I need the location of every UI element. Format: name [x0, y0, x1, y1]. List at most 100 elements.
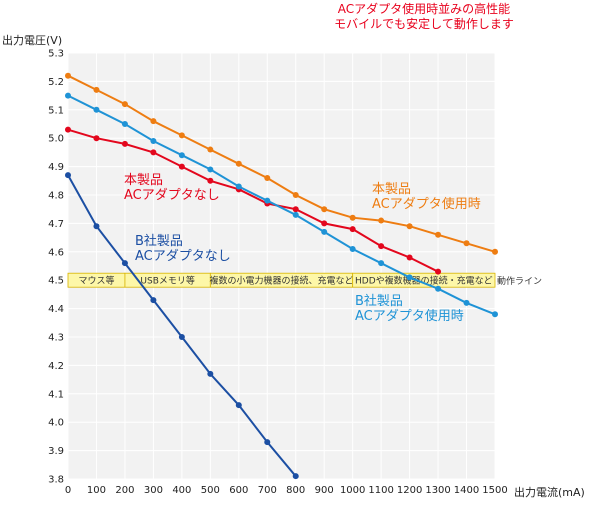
y-tick-label: 4.9 [48, 162, 64, 173]
x-tick-label: 400 [172, 485, 191, 496]
x-tick-label: 1400 [454, 485, 479, 496]
data-point [435, 285, 442, 292]
header-line-2: モバイルでも安定して動作します [334, 16, 514, 31]
data-point [406, 274, 413, 281]
series-label: ACアダプタなし [124, 188, 220, 203]
data-point [406, 254, 413, 261]
data-point [207, 166, 214, 173]
data-point [207, 177, 214, 184]
data-point [292, 473, 299, 480]
header-line-1: ACアダプタ使用時並みの高性能 [338, 1, 510, 16]
data-point [65, 72, 71, 79]
data-point [235, 160, 242, 167]
data-point [121, 140, 128, 147]
data-point [292, 192, 299, 198]
data-point [121, 121, 128, 127]
y-tick-label: 5.1 [48, 105, 64, 116]
data-point [65, 172, 71, 179]
x-tick-label: 1500 [482, 485, 507, 496]
x-axis-title: 出力電流(mA) [514, 485, 585, 499]
data-point [207, 370, 214, 377]
data-point [150, 149, 157, 156]
y-tick-label: 4.7 [48, 219, 64, 230]
x-tick-label: 0 [65, 485, 71, 496]
data-point [93, 223, 100, 230]
data-point [378, 260, 385, 267]
data-point [349, 226, 356, 233]
x-tick-label: 200 [115, 485, 134, 496]
series-label: B社製品 [135, 233, 183, 249]
series-line [67, 94, 496, 316]
x-tick-label: 1100 [368, 485, 393, 496]
data-point [93, 106, 100, 113]
data-point [492, 311, 498, 318]
series-line [67, 128, 439, 273]
data-point [349, 214, 356, 221]
operating-line-label: 動作ライン [497, 275, 542, 287]
data-point [492, 248, 498, 255]
data-point [321, 206, 328, 213]
data-point [150, 118, 157, 125]
operating-zone-label: USBメモリ等 [140, 275, 194, 287]
y-tick-label: 3.8 [48, 475, 64, 486]
data-point [463, 240, 470, 247]
y-tick-label: 5.2 [48, 77, 64, 88]
data-point [207, 146, 214, 153]
data-point [264, 197, 271, 204]
x-tick-label: 700 [258, 485, 277, 496]
x-tick-label: 100 [87, 485, 106, 496]
y-tick-label: 5.0 [48, 134, 64, 145]
y-tick-label: 5.3 [48, 49, 64, 60]
plot-background [68, 53, 495, 479]
y-tick-label: 4.8 [48, 191, 64, 202]
series-label: B社製品 [355, 293, 403, 309]
data-point [178, 152, 185, 159]
y-tick-label: 4.4 [48, 304, 64, 315]
data-point [321, 228, 328, 235]
data-point [65, 92, 71, 99]
data-point [178, 334, 185, 340]
data-point [121, 260, 128, 267]
data-point [264, 174, 271, 181]
data-point [93, 86, 100, 93]
y-tick-label: 4.5 [48, 276, 64, 287]
data-point [178, 132, 185, 139]
data-point [235, 183, 242, 190]
x-tick-label: 600 [229, 485, 248, 496]
operating-zone-label: 複数の小電力機器の接続、充電など [209, 275, 353, 287]
x-tick-label: 1200 [397, 485, 422, 496]
series-line [67, 74, 496, 253]
y-tick-label: 4.3 [48, 333, 64, 344]
data-point [150, 297, 157, 304]
data-point [406, 223, 413, 230]
data-point [235, 402, 242, 409]
x-tick-label: 900 [315, 485, 334, 496]
y-tick-label: 3.9 [48, 446, 64, 457]
data-point [349, 245, 356, 252]
data-point [378, 217, 385, 224]
data-point [178, 163, 185, 170]
data-point [150, 138, 157, 145]
x-tick-label: 500 [201, 485, 220, 496]
x-tick-label: 300 [144, 485, 163, 496]
y-tick-label: 4.0 [48, 418, 64, 429]
x-tick-label: 1300 [425, 485, 450, 496]
y-tick-label: 4.2 [48, 361, 64, 372]
operating-zone-label: HDDや複数機器の接続・充電など [355, 275, 493, 287]
data-point [321, 220, 328, 227]
data-point [121, 101, 128, 108]
series-label: ACアダプタ使用時 [355, 308, 464, 324]
x-tick-label: 800 [286, 485, 305, 496]
series-label: 本製品 [124, 173, 163, 188]
y-tick-label: 4.1 [48, 389, 64, 400]
plot-area: 0 100 200 300 400 500 600 700 800 900 1000 1100 1200… [48, 49, 542, 497]
data-point [264, 439, 271, 446]
data-point [435, 231, 442, 238]
data-point [378, 243, 385, 250]
y-axis-title: 出力電圧(V) [2, 33, 62, 47]
data-point [65, 126, 71, 133]
data-point [435, 268, 442, 275]
x-tick-label: 1000 [340, 485, 365, 496]
series-label: ACアダプタ使用時 [372, 196, 481, 212]
